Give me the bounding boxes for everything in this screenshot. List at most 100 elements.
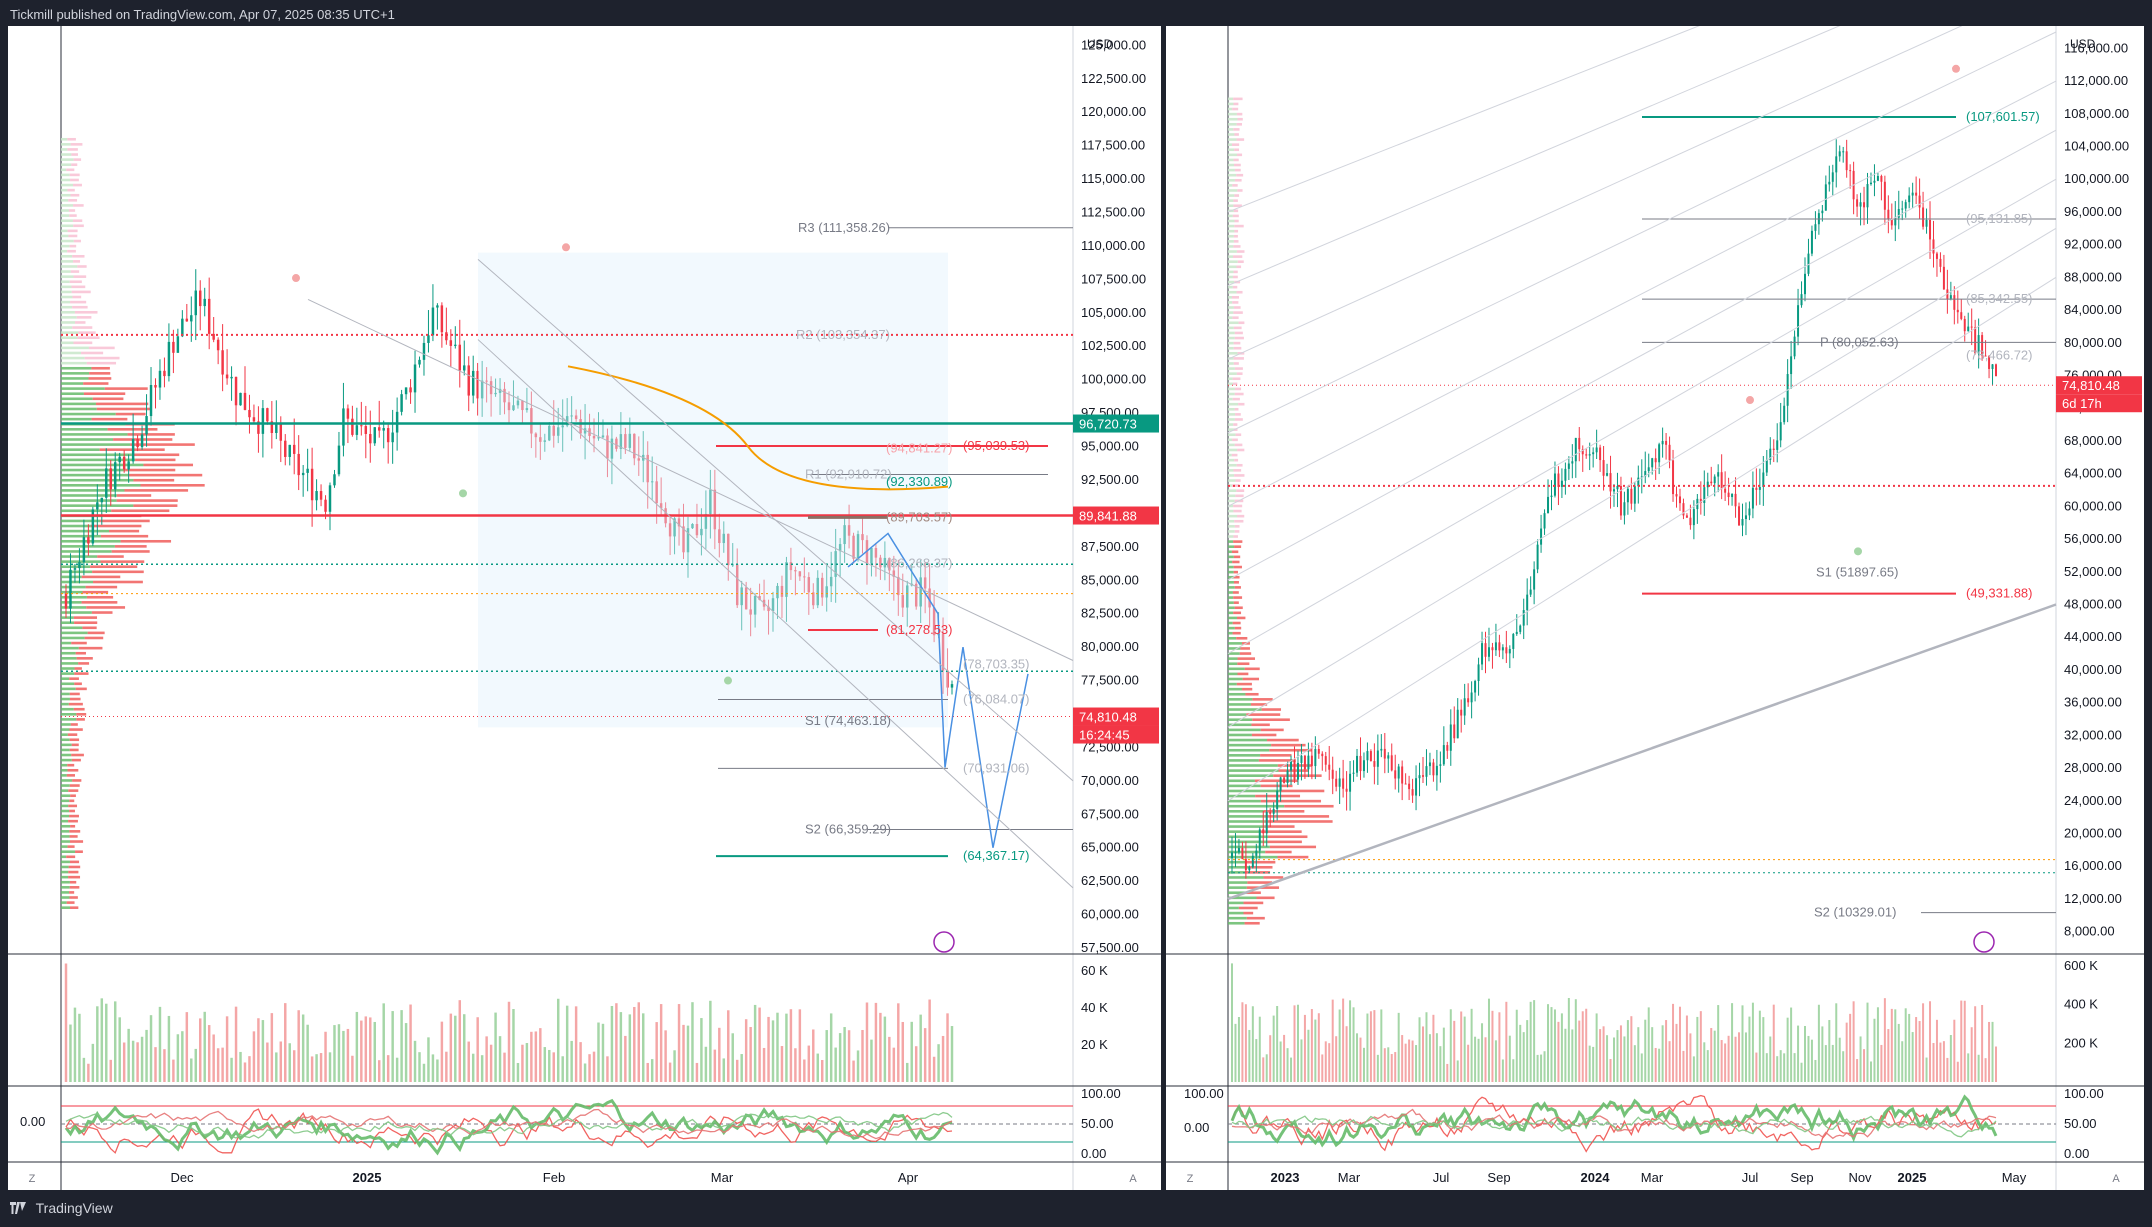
right-profile-bar-buy (1228, 234, 1234, 238)
right-time-tick: Mar (1338, 1170, 1361, 1185)
right-candle-body (1349, 773, 1352, 792)
left-volume-bar (467, 1041, 470, 1082)
left-profile-bar-buy (61, 560, 101, 563)
left-profile-bar-sell (90, 524, 142, 528)
left-volume-bar (427, 1037, 430, 1082)
right-volume-bar (1241, 1002, 1244, 1082)
right-candle-body (1783, 405, 1786, 423)
right-badge-last-price: 74,810.48 (2062, 378, 2120, 393)
left-volume-bar (937, 1044, 940, 1082)
left-profile-bar-sell (68, 209, 76, 212)
left-volume-bar (190, 1058, 193, 1082)
right-candle-body (1255, 850, 1258, 856)
left-profile-bar-sell (114, 545, 147, 548)
left-chart-svg[interactable]: USD125,000.00122,500.00120,000.00117,500… (8, 26, 1161, 1190)
right-profile-bar-buy (1228, 830, 1261, 833)
left-candle-body (789, 562, 793, 571)
left-profile-bar-sell (93, 580, 143, 584)
left-price-tick: 102,500.00 (1081, 338, 1146, 353)
left-candle-body (422, 342, 426, 360)
right-volume-bar (1244, 1004, 1247, 1082)
right-candle-body (1293, 761, 1296, 780)
right-profile-bar-sell (1234, 331, 1243, 335)
right-candle-body (1251, 855, 1254, 868)
right-candle-body (1953, 295, 1956, 310)
right-profile-bar-sell (1254, 779, 1298, 783)
right-candle-body (1699, 498, 1702, 504)
right-volume-bar (1682, 1050, 1685, 1082)
left-volume-bar (530, 1031, 533, 1082)
left-profile-bar-sell (70, 824, 76, 828)
right-alert-icon[interactable] (1973, 931, 1995, 953)
right-candle-body (1654, 458, 1657, 463)
right-candle-body (1474, 681, 1477, 693)
left-volume-bar (722, 1058, 726, 1082)
left-candle-body (812, 592, 815, 606)
right-candle-body (1456, 709, 1459, 739)
right-profile-bar-buy (1228, 514, 1237, 518)
right-volume-bar (1276, 1005, 1279, 1082)
right-profile-bar-buy (1228, 713, 1247, 716)
left-volume-bar (154, 1047, 157, 1082)
right-candle-body (1904, 202, 1907, 209)
right-profile-bar-sell (1236, 123, 1243, 126)
right-chart-svg[interactable]: USD116,000.00112,000.00108,000.00104,000… (1166, 26, 2144, 1190)
left-profile-bar-sell (69, 799, 75, 803)
left-volume-bar (932, 1056, 936, 1082)
left-r3-label: R3 (111,358.26) (798, 220, 890, 235)
left-candle-body (346, 408, 350, 419)
left-profile-bar-buy (61, 835, 70, 838)
left-alert-icon[interactable] (933, 931, 955, 953)
left-profile-bar-buy (61, 341, 74, 345)
left-profile-bar-buy (61, 631, 88, 635)
right-candle-body (1970, 326, 1973, 328)
left-r2-label: R2 (103,354.37) (796, 327, 890, 342)
right-candle-body (1710, 481, 1713, 484)
left-chart-panel[interactable]: USD 125,000.00 122,500.00 120,000.00 117,500… (8, 26, 1161, 1190)
right-badge-countdown-bg (2056, 394, 2142, 413)
right-volume-bar (1303, 1014, 1306, 1082)
right-candle-body (1706, 481, 1709, 488)
right-candle-body (1658, 444, 1661, 463)
right-candle-body (1741, 519, 1744, 526)
right-profile-bar-sell (1263, 876, 1284, 879)
right-profile-bar-sell (1233, 346, 1242, 350)
left-time-tick: Mar (711, 1170, 734, 1185)
left-candle-body (883, 557, 887, 568)
right-volume-bar (1578, 1020, 1581, 1082)
right-chart-panel[interactable]: USD 116,000.00 112,000.00 108,000.00 104,000… (1166, 26, 2144, 1190)
left-volume-bar (185, 1012, 189, 1082)
right-candle-body (1713, 476, 1716, 484)
left-profile-bar-buy (61, 804, 69, 808)
left-candle-body (597, 437, 600, 439)
left-volume-bar (391, 1011, 394, 1082)
left-volume-bar (780, 1046, 784, 1082)
left-badge-last-price: 74,810.48 (1079, 710, 1137, 725)
left-profile-bar-sell (96, 407, 152, 411)
right-volume-bar (1345, 1026, 1348, 1082)
left-profile-bar-buy (61, 733, 68, 736)
right-profile-bar-sell (1234, 606, 1243, 610)
right-profile-bar-buy (1228, 906, 1239, 910)
left-profile-bar-sell (74, 621, 98, 625)
left-profile-bar-buy (61, 249, 68, 253)
right-volume-bar (1613, 1037, 1615, 1082)
right-osc-tick: 100.00 (2064, 1086, 2104, 1101)
left-volume-bar (489, 1044, 493, 1082)
left-volume-bar (261, 1020, 265, 1082)
right-volume-bar (1269, 1035, 1272, 1082)
right-regression-channel-line (1227, 26, 1700, 213)
right-candle-body (1234, 852, 1237, 854)
right-profile-bar-sell (1243, 911, 1254, 915)
right-profile-bar-buy (1228, 825, 1265, 828)
left-r1-label: R1 (92,910.72) (805, 466, 892, 481)
right-candle-body (1755, 487, 1758, 490)
right-volume-bar (1449, 1009, 1452, 1082)
left-profile-bar-sell (73, 341, 93, 345)
left-candle-body (436, 305, 439, 308)
left-volume-bar (507, 1001, 511, 1082)
right-profile-bar-buy (1228, 326, 1234, 330)
right-price-tick: 48,000.00 (2064, 597, 2122, 612)
left-candle-body (624, 434, 627, 448)
right-profile-bar-buy (1228, 194, 1235, 197)
